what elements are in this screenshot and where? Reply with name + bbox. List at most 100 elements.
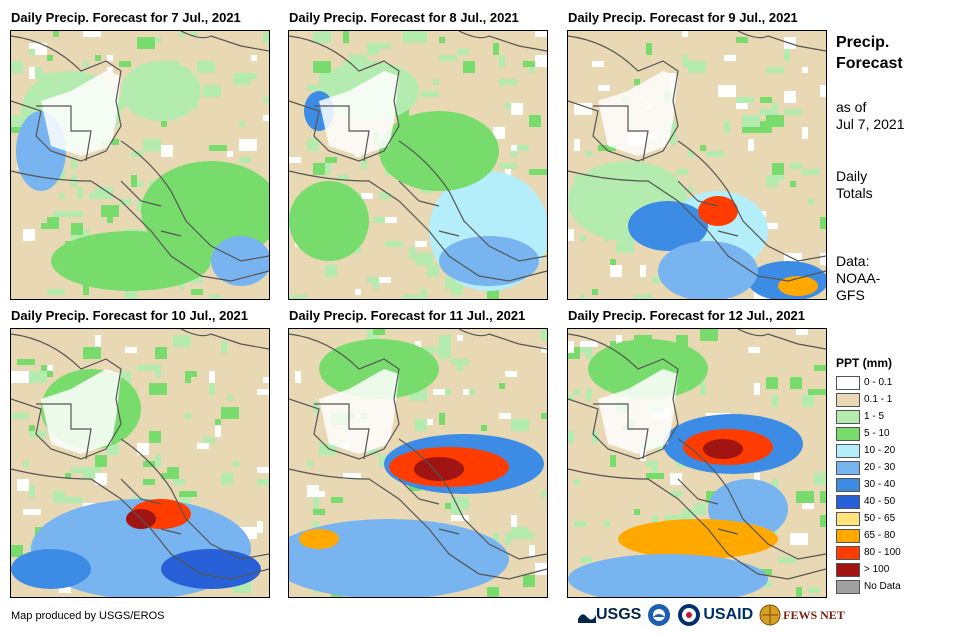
precip-cell [580,235,586,241]
precip-cell [694,503,706,515]
precip-cell [445,277,457,289]
panel-title-2: Daily Precip. Forecast for 8 Jul., 2021 [289,10,519,25]
border-line [314,105,370,162]
precip-cell [439,413,445,425]
precip-cell [325,265,337,277]
precip-cell [53,31,59,37]
legend-swatch [836,511,860,526]
precip-cell [149,431,161,443]
precip-cell [499,79,517,85]
precip-cell [131,151,143,157]
precip-cell [511,145,529,151]
precip-cell [796,587,802,597]
precip-cell [784,473,790,485]
precip-cell [634,295,652,299]
precip-cell [29,431,47,437]
precip-cell [568,341,574,353]
precip-cell [736,37,748,43]
precip-cell [640,449,646,461]
dry-area [41,71,121,156]
precip-cell [47,365,53,371]
precip-cell [155,347,167,359]
legend-item: 50 - 65 [836,510,901,527]
data-line1: Data: [836,253,870,269]
precip-cell [23,509,41,515]
precip-cell [523,61,541,67]
precip-cell [568,395,574,401]
border-line [36,403,92,460]
side-title: Precip. Forecast [836,32,903,74]
dry-area [598,71,678,156]
precip-cell [41,223,59,229]
precip-cell [289,157,301,163]
precip-cell [41,377,59,383]
precip-cell [808,247,814,253]
precip-cell [427,265,439,277]
precip-cell [11,175,29,181]
precip-cell [580,341,598,347]
precip-cell [493,43,499,55]
pacific-coastline [289,468,547,580]
precip-cell [616,335,622,347]
precip-cell [772,479,778,491]
precip-cell [724,55,736,61]
precip-cell [820,139,826,151]
precip-cell [592,61,604,67]
precip-cell [592,527,604,533]
precip-cell [598,85,610,91]
precip-cell [592,289,598,295]
legend-item: 65 - 80 [836,527,901,544]
precip-cell [131,175,137,187]
precip-cell [766,377,778,389]
usaid-logo-text: USAID [703,606,754,623]
legend-label: 80 - 100 [864,547,901,558]
usaid-logo: USAID [677,603,753,627]
precip-cell [385,217,397,223]
coastline-north [180,329,269,350]
precip-cell [35,241,47,253]
precip-cell [17,479,29,491]
precip-cell [610,265,622,277]
precip-cell [628,329,640,335]
precip-area [588,339,708,399]
precip-cell [754,289,760,299]
precip-cell [191,377,209,383]
precip-cell [475,359,481,371]
precip-area [703,439,743,459]
precip-cell [11,413,29,419]
precip-cell [239,371,245,383]
precip-cell [137,365,155,371]
precip-cell [433,389,445,395]
pacific-coastline [289,170,547,282]
precip-cell [796,329,808,335]
legend-label: 0.1 - 1 [864,394,893,405]
precip-cell [688,151,694,157]
precip-cell [802,395,814,407]
precip-cell [227,151,233,157]
border-line [36,105,92,162]
precip-cell [499,55,505,67]
precip-cell [820,253,826,265]
precip-cell [313,31,331,43]
precip-cell [17,497,29,503]
precip-cell [586,509,598,521]
precip-cell [688,187,694,193]
precip-cell [203,485,215,497]
side-title-line1: Precip. [836,34,890,51]
fewsnet-logo: FEWS NET [759,604,845,626]
as-of-date: as of Jul 7, 2021 [836,99,905,133]
precip-cell [784,49,790,61]
precip-cell [676,169,688,175]
precip-cell [295,37,307,43]
totals-line1: Daily [836,168,868,184]
precip-cell [53,43,71,49]
precip-area [289,519,509,597]
coastline [289,333,400,460]
precip-cell [784,91,796,103]
legend-label: 1 - 5 [864,411,885,422]
precip-cell [808,389,826,395]
precip-cell [790,377,802,389]
precip-cell [574,521,586,527]
precip-cell [682,31,688,37]
legend-label: 20 - 30 [864,462,896,473]
